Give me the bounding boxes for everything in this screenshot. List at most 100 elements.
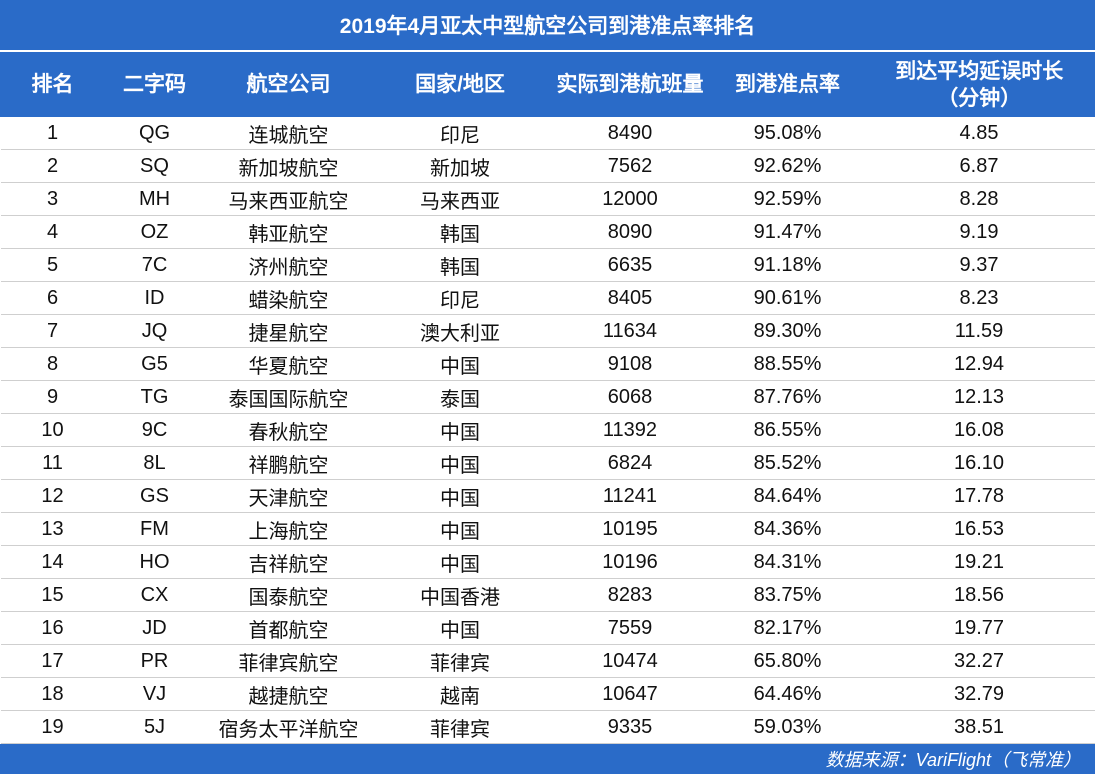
page-title: 2019年4月亚太中型航空公司到港准点率排名 xyxy=(0,0,1095,52)
cell-flights: 7559 xyxy=(547,611,713,645)
ranking-table: 排名 二字码 航空公司 国家/地区 实际到港航班量 到港准点率 到达平均延误时长… xyxy=(0,52,1095,744)
cell-delay: 6.87 xyxy=(862,149,1095,183)
cell-flights: 6068 xyxy=(547,380,713,414)
cell-rank: 8 xyxy=(0,347,105,381)
cell-otp: 84.31% xyxy=(712,545,863,579)
cell-rank: 9 xyxy=(0,380,105,414)
cell-flights: 7562 xyxy=(547,149,713,183)
cell-flights: 11392 xyxy=(547,413,713,447)
cell-otp: 91.18% xyxy=(712,248,863,282)
cell-code: CX xyxy=(104,578,205,612)
cell-otp: 95.08% xyxy=(712,117,863,150)
cell-delay: 19.21 xyxy=(862,545,1095,579)
cell-otp: 90.61% xyxy=(712,281,863,315)
cell-delay: 4.85 xyxy=(862,117,1095,150)
header-code: 二字码 xyxy=(104,52,205,117)
cell-otp: 92.62% xyxy=(712,149,863,183)
cell-airline: 国泰航空 xyxy=(204,578,373,612)
cell-flights: 8283 xyxy=(547,578,713,612)
cell-otp: 89.30% xyxy=(712,314,863,348)
cell-region: 中国 xyxy=(372,545,548,579)
table-row: 4 OZ 韩亚航空 韩国 8090 91.47% 9.19 xyxy=(0,215,1095,249)
cell-code: 8L xyxy=(104,446,205,480)
cell-rank: 14 xyxy=(0,545,105,579)
cell-flights: 9335 xyxy=(547,710,713,744)
table-row: 13 FM 上海航空 中国 10195 84.36% 16.53 xyxy=(0,512,1095,546)
cell-delay: 11.59 xyxy=(862,314,1095,348)
table-row: 3 MH 马来西亚航空 马来西亚 12000 92.59% 8.28 xyxy=(0,182,1095,216)
cell-code: 5J xyxy=(104,710,205,744)
cell-airline: 首都航空 xyxy=(204,611,373,645)
cell-delay: 12.94 xyxy=(862,347,1095,381)
cell-region: 新加坡 xyxy=(372,149,548,183)
cell-airline: 蜡染航空 xyxy=(204,281,373,315)
cell-flights: 10474 xyxy=(547,644,713,678)
cell-region: 韩国 xyxy=(372,215,548,249)
cell-otp: 84.64% xyxy=(712,479,863,513)
table-row: 6 ID 蜡染航空 印尼 8405 90.61% 8.23 xyxy=(0,281,1095,315)
cell-otp: 86.55% xyxy=(712,413,863,447)
cell-rank: 2 xyxy=(0,149,105,183)
header-delay: 到达平均延误时长 （分钟） xyxy=(862,52,1095,117)
cell-flights: 8490 xyxy=(547,117,713,150)
cell-otp: 91.47% xyxy=(712,215,863,249)
cell-otp: 85.52% xyxy=(712,446,863,480)
header-delay-line2: （分钟） xyxy=(937,86,1022,110)
cell-flights: 11634 xyxy=(547,314,713,348)
cell-delay: 8.23 xyxy=(862,281,1095,315)
table-row: 8 G5 华夏航空 中国 9108 88.55% 12.94 xyxy=(0,347,1095,381)
cell-region: 马来西亚 xyxy=(372,182,548,216)
cell-airline: 宿务太平洋航空 xyxy=(204,710,373,744)
cell-rank: 7 xyxy=(0,314,105,348)
cell-rank: 12 xyxy=(0,479,105,513)
cell-flights: 12000 xyxy=(547,182,713,216)
cell-otp: 84.36% xyxy=(712,512,863,546)
cell-otp: 64.46% xyxy=(712,677,863,711)
cell-rank: 15 xyxy=(0,578,105,612)
cell-code: SQ xyxy=(104,149,205,183)
cell-flights: 6824 xyxy=(547,446,713,480)
cell-rank: 17 xyxy=(0,644,105,678)
cell-delay: 38.51 xyxy=(862,710,1095,744)
cell-code: OZ xyxy=(104,215,205,249)
cell-otp: 59.03% xyxy=(712,710,863,744)
cell-code: JQ xyxy=(104,314,205,348)
table-row: 14 HO 吉祥航空 中国 10196 84.31% 19.21 xyxy=(0,545,1095,579)
cell-otp: 87.76% xyxy=(712,380,863,414)
cell-region: 澳大利亚 xyxy=(372,314,548,348)
header-flights: 实际到港航班量 xyxy=(547,52,713,117)
cell-region: 泰国 xyxy=(372,380,548,414)
cell-flights: 10196 xyxy=(547,545,713,579)
cell-otp: 88.55% xyxy=(712,347,863,381)
cell-region: 中国 xyxy=(372,347,548,381)
table-row: 9 TG 泰国国际航空 泰国 6068 87.76% 12.13 xyxy=(0,380,1095,414)
cell-delay: 32.27 xyxy=(862,644,1095,678)
cell-otp: 82.17% xyxy=(712,611,863,645)
cell-code: 9C xyxy=(104,413,205,447)
cell-flights: 9108 xyxy=(547,347,713,381)
cell-airline: 济州航空 xyxy=(204,248,373,282)
cell-code: TG xyxy=(104,380,205,414)
cell-delay: 12.13 xyxy=(862,380,1095,414)
cell-flights: 10647 xyxy=(547,677,713,711)
cell-code: JD xyxy=(104,611,205,645)
cell-rank: 16 xyxy=(0,611,105,645)
table-row: 10 9C 春秋航空 中国 11392 86.55% 16.08 xyxy=(0,413,1095,447)
cell-delay: 17.78 xyxy=(862,479,1095,513)
cell-otp: 92.59% xyxy=(712,182,863,216)
cell-region: 韩国 xyxy=(372,248,548,282)
header-rank: 排名 xyxy=(0,52,105,117)
table-row: 1 QG 连城航空 印尼 8490 95.08% 4.85 xyxy=(0,117,1095,150)
cell-airline: 菲律宾航空 xyxy=(204,644,373,678)
cell-airline: 吉祥航空 xyxy=(204,545,373,579)
cell-airline: 泰国国际航空 xyxy=(204,380,373,414)
cell-rank: 5 xyxy=(0,248,105,282)
cell-rank: 4 xyxy=(0,215,105,249)
cell-code: 7C xyxy=(104,248,205,282)
cell-delay: 9.19 xyxy=(862,215,1095,249)
table-row: 5 7C 济州航空 韩国 6635 91.18% 9.37 xyxy=(0,248,1095,282)
header-otp: 到港准点率 xyxy=(712,52,863,117)
cell-code: QG xyxy=(104,117,205,150)
header-region: 国家/地区 xyxy=(372,52,548,117)
cell-airline: 连城航空 xyxy=(204,117,373,150)
